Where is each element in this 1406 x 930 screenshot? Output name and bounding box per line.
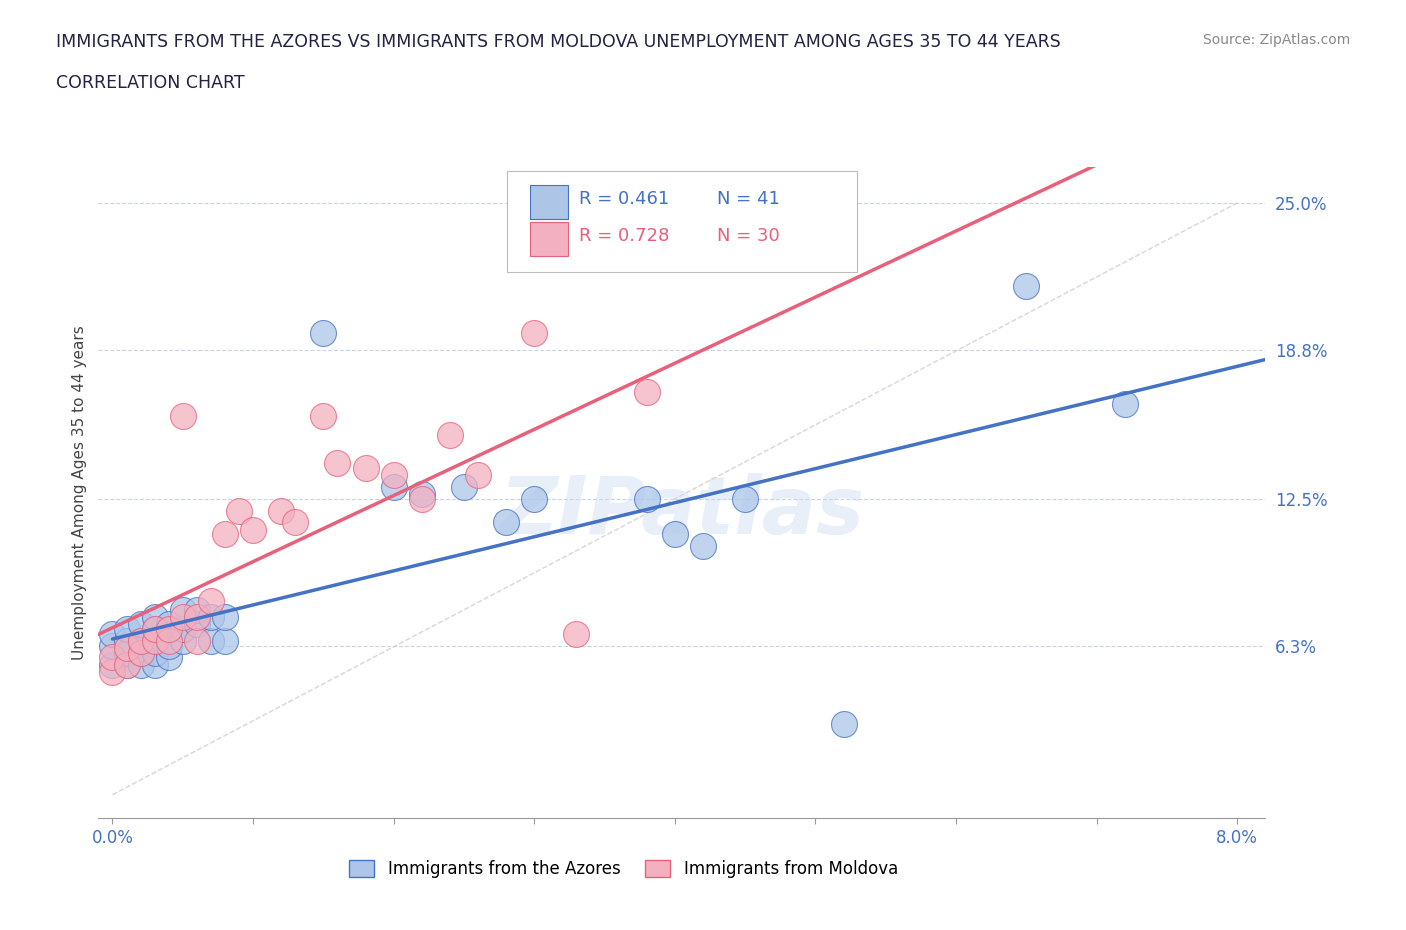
Point [115,658,138,672]
Point [200,593,222,608]
Point [101,664,124,679]
Point [1015,278,1038,293]
Point [115,645,138,660]
Text: Source: ZipAtlas.com: Source: ZipAtlas.com [1202,33,1350,46]
Point [214,610,236,625]
Point [523,491,546,506]
FancyBboxPatch shape [530,222,568,256]
Point [354,460,377,475]
Point [186,603,208,618]
Point [312,408,335,423]
Point [664,527,686,542]
Point [172,621,194,636]
Point [565,626,588,641]
Point [101,650,124,665]
Point [228,503,250,518]
Text: N = 30: N = 30 [717,227,780,245]
Point [832,716,855,731]
Point [101,638,124,653]
Point [636,491,658,506]
Point [172,610,194,625]
Point [186,617,208,631]
Point [270,503,292,518]
Point [692,538,714,553]
Point [129,633,152,648]
Point [157,638,180,653]
Point [439,428,461,443]
Point [242,522,264,537]
Point [636,385,658,400]
FancyBboxPatch shape [530,185,568,219]
Point [214,633,236,648]
Point [129,617,152,631]
Point [157,650,180,665]
Point [101,626,124,641]
Text: ZIPatlas: ZIPatlas [499,473,865,551]
Point [157,621,180,636]
Point [143,633,166,648]
Text: IMMIGRANTS FROM THE AZORES VS IMMIGRANTS FROM MOLDOVA UNEMPLOYMENT AMONG AGES 35: IMMIGRANTS FROM THE AZORES VS IMMIGRANTS… [56,33,1062,50]
Point [129,633,152,648]
Point [115,621,138,636]
Text: N = 41: N = 41 [717,190,780,207]
Point [157,617,180,631]
FancyBboxPatch shape [508,171,858,272]
Text: R = 0.728: R = 0.728 [579,227,669,245]
Point [172,603,194,618]
Point [172,408,194,423]
Point [200,610,222,625]
Text: CORRELATION CHART: CORRELATION CHART [56,74,245,92]
Point [186,610,208,625]
Point [172,633,194,648]
Point [326,456,349,471]
Point [312,326,335,340]
Point [157,633,180,648]
Point [115,641,138,656]
Y-axis label: Unemployment Among Ages 35 to 44 years: Unemployment Among Ages 35 to 44 years [72,326,87,660]
Point [143,645,166,660]
Point [411,486,433,501]
Point [734,491,756,506]
Point [495,515,517,530]
Point [523,326,546,340]
Point [129,645,152,660]
Legend: Immigrants from the Azores, Immigrants from Moldova: Immigrants from the Azores, Immigrants f… [343,854,904,885]
Point [143,621,166,636]
Point [115,633,138,648]
Point [200,633,222,648]
Point [214,527,236,542]
Point [467,468,489,483]
Point [143,621,166,636]
Point [186,633,208,648]
Point [129,658,152,672]
Point [453,480,475,495]
Point [129,645,152,660]
Text: R = 0.461: R = 0.461 [579,190,669,207]
Point [143,633,166,648]
Point [143,610,166,625]
Point [411,491,433,506]
Point [284,515,307,530]
Point [382,480,405,495]
Point [115,658,138,672]
Point [143,658,166,672]
Point [1114,397,1136,412]
Point [101,658,124,672]
Point [382,468,405,483]
